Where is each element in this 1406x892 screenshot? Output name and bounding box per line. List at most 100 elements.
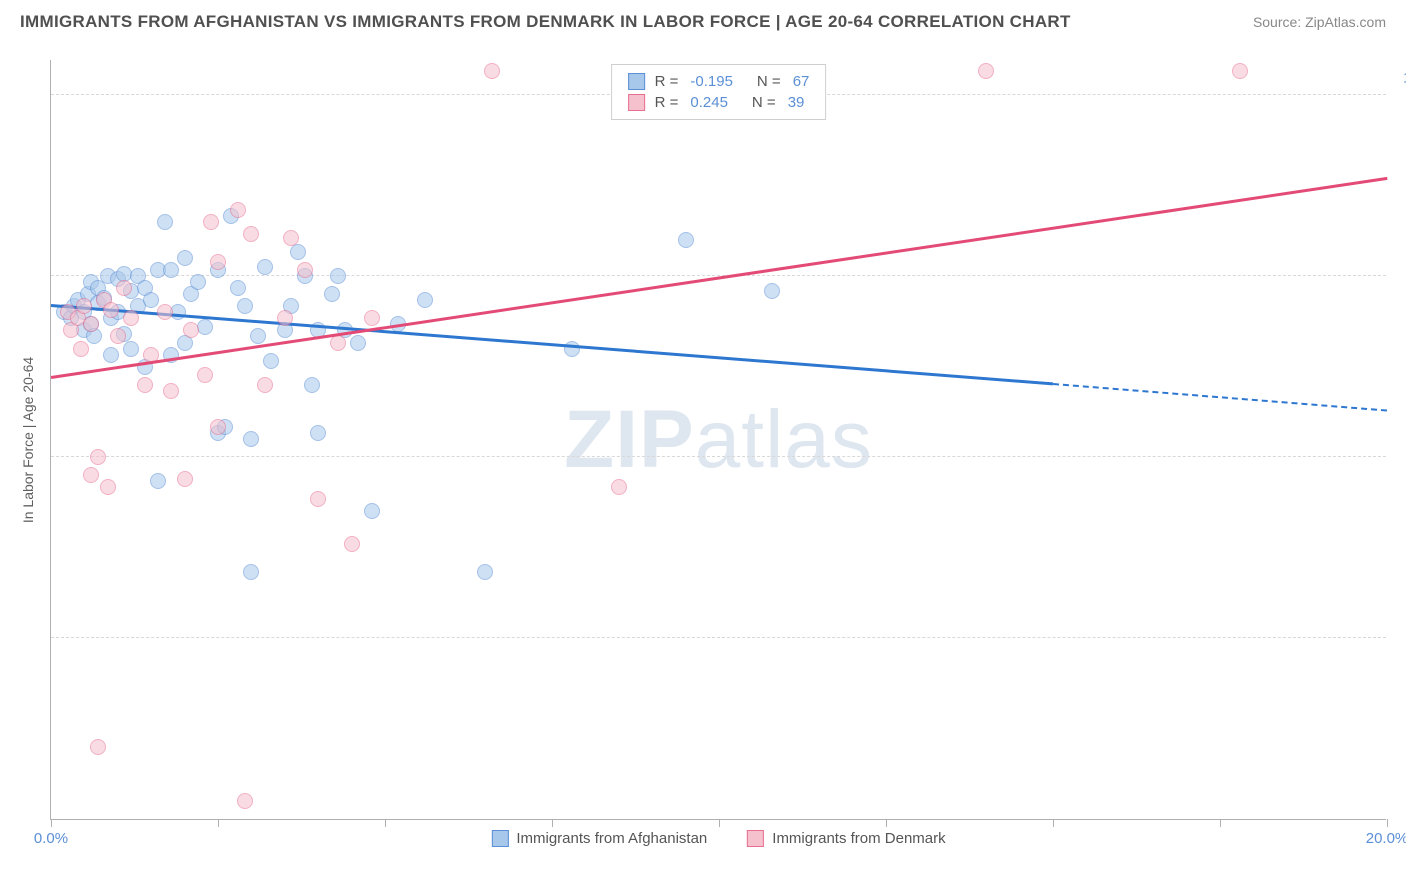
scatter-point [477, 564, 493, 580]
scatter-point [163, 383, 179, 399]
scatter-point [190, 274, 206, 290]
scatter-point [90, 449, 106, 465]
n-label: N = [757, 73, 781, 90]
scatter-point [304, 377, 320, 393]
trend-line-projection [1053, 383, 1387, 412]
scatter-point [243, 564, 259, 580]
scatter-point [90, 739, 106, 755]
scatter-point [344, 536, 360, 552]
y-axis-title: In Labor Force | Age 20-64 [20, 357, 36, 523]
legend-label: Immigrants from Denmark [772, 830, 945, 847]
r-value: 0.245 [690, 94, 728, 111]
scatter-point [611, 479, 627, 495]
scatter-point [163, 262, 179, 278]
legend-swatch [628, 94, 645, 111]
scatter-point [364, 503, 380, 519]
scatter-point [210, 419, 226, 435]
scatter-point [243, 431, 259, 447]
x-tick [552, 819, 553, 827]
chart-legend: Immigrants from Afghanistan Immigrants fr… [491, 830, 945, 847]
scatter-point [417, 292, 433, 308]
scatter-point [263, 353, 279, 369]
scatter-point [484, 63, 500, 79]
scatter-point [143, 292, 159, 308]
gridline [51, 456, 1386, 457]
scatter-point [257, 259, 273, 275]
n-value: 67 [793, 73, 810, 90]
scatter-point [1232, 63, 1248, 79]
x-tick [1053, 819, 1054, 827]
scatter-point [564, 341, 580, 357]
x-tick [385, 819, 386, 827]
legend-item: Immigrants from Afghanistan [491, 830, 707, 847]
x-tick [719, 819, 720, 827]
scatter-point [230, 202, 246, 218]
scatter-point [157, 214, 173, 230]
scatter-point [364, 310, 380, 326]
scatter-point [250, 328, 266, 344]
scatter-point [116, 280, 132, 296]
scatter-point [678, 232, 694, 248]
scatter-point [330, 268, 346, 284]
scatter-point [237, 793, 253, 809]
scatter-point [324, 286, 340, 302]
chart-plot-area: ZIPatlas R =-0.195N =67R =0.245N =39 Imm… [50, 60, 1386, 820]
scatter-point [230, 280, 246, 296]
scatter-point [103, 347, 119, 363]
x-tick-label: 20.0% [1366, 830, 1406, 847]
x-tick [886, 819, 887, 827]
legend-swatch [491, 830, 508, 847]
scatter-point [237, 298, 253, 314]
scatter-point [123, 341, 139, 357]
scatter-point [183, 322, 199, 338]
scatter-point [290, 244, 306, 260]
y-tick-label: 100.0% [1394, 70, 1406, 87]
scatter-point [197, 367, 213, 383]
legend-item: Immigrants from Denmark [747, 830, 945, 847]
legend-swatch [628, 73, 645, 90]
scatter-point [83, 467, 99, 483]
x-tick-label: 0.0% [34, 830, 68, 847]
trend-line [51, 177, 1387, 379]
scatter-point [203, 214, 219, 230]
scatter-point [330, 335, 346, 351]
x-tick [1387, 819, 1388, 827]
scatter-point [310, 425, 326, 441]
scatter-point [257, 377, 273, 393]
y-tick-label: 70.0% [1394, 432, 1406, 449]
legend-swatch [747, 830, 764, 847]
scatter-point [137, 377, 153, 393]
scatter-point [157, 304, 173, 320]
r-label: R = [655, 73, 679, 90]
scatter-point [283, 230, 299, 246]
gridline [51, 637, 1386, 638]
scatter-point [177, 471, 193, 487]
scatter-point [310, 491, 326, 507]
scatter-point [110, 328, 126, 344]
scatter-point [103, 302, 119, 318]
stats-row: R =0.245N =39 [628, 92, 810, 113]
scatter-point [243, 226, 259, 242]
scatter-point [764, 283, 780, 299]
n-value: 39 [788, 94, 805, 111]
scatter-point [297, 262, 313, 278]
x-tick [51, 819, 52, 827]
scatter-point [350, 335, 366, 351]
r-label: R = [655, 94, 679, 111]
chart-title: IMMIGRANTS FROM AFGHANISTAN VS IMMIGRANT… [20, 12, 1071, 32]
r-value: -0.195 [690, 73, 733, 90]
scatter-point [123, 310, 139, 326]
scatter-point [277, 310, 293, 326]
x-tick [218, 819, 219, 827]
scatter-point [83, 316, 99, 332]
scatter-point [100, 479, 116, 495]
scatter-point [76, 298, 92, 314]
scatter-point [150, 473, 166, 489]
scatter-point [177, 250, 193, 266]
scatter-point [978, 63, 994, 79]
legend-label: Immigrants from Afghanistan [516, 830, 707, 847]
y-tick-label: 55.0% [1394, 613, 1406, 630]
x-tick [1220, 819, 1221, 827]
y-tick-label: 85.0% [1394, 251, 1406, 268]
scatter-point [73, 341, 89, 357]
